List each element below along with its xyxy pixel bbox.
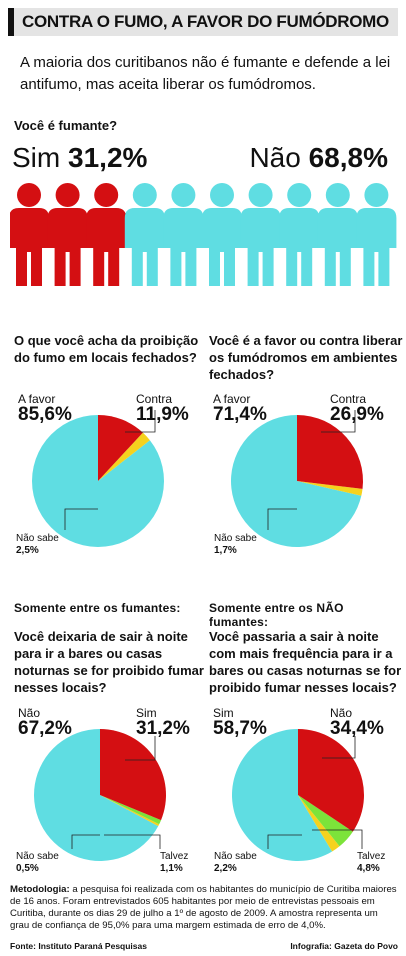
title-bar (8, 8, 398, 36)
pie3-pct-talvez: 1,1% (160, 863, 183, 874)
pie3-slice-talvez (100, 795, 162, 825)
methodology-text: a pesquisa foi realizada com os habitant… (10, 884, 397, 931)
person-nonsmoker-icon (356, 183, 397, 286)
pie2-leader-line (321, 410, 356, 433)
section-label-smokers: Somente entre os fumantes: (14, 601, 181, 615)
smoker-no-label: Não 68,8% (249, 142, 388, 174)
pie4-label-talvez: Talvez (357, 851, 386, 862)
person-nonsmoker-icon (240, 183, 281, 286)
smoker-question: Você é fumante? (14, 118, 118, 133)
pie1-leader-line (64, 508, 98, 530)
pie3-slice-sim (100, 729, 167, 821)
pie1 (32, 410, 165, 547)
pie4 (231, 729, 364, 862)
pie4-label-nao: Não (330, 706, 353, 720)
pie3-label-talvez: Talvez (160, 851, 189, 862)
pie3-question: Você deixaria de sair à noite para ir a … (14, 629, 204, 695)
pie4-pct-nao: 34,4% (330, 718, 384, 739)
person-smoker-icon (47, 183, 88, 286)
pie4-label-naosabe: Não sabe (214, 851, 257, 862)
pie4-pct-talvez: 4,8% (357, 863, 380, 874)
smoker-yes-pct: 31,2% (68, 142, 148, 173)
pie2-slice-não-sabe (297, 481, 363, 496)
pie1-question: O que você acha da proibição do fumo em … (14, 333, 199, 365)
pie2-label-favor: A favor (213, 392, 251, 406)
pie2-pct-favor: 71,4% (213, 404, 267, 425)
pie3-leader-line (125, 736, 156, 761)
smoker-no-text: Não (249, 142, 301, 173)
pie2-leader-line (267, 508, 297, 530)
pie2-pct-naosabe: 1,7% (214, 545, 237, 556)
smoker-yes-label: Sim 31,2% (12, 142, 147, 174)
person-smoker-icon (86, 183, 127, 286)
pie1-slice-não-sabe (98, 432, 150, 481)
methodology-label: Metodologia: (10, 884, 70, 895)
pie4-leader-line (312, 829, 363, 849)
intro-text: A maioria dos curitibanos não é fumante … (20, 54, 391, 93)
person-nonsmoker-icon (202, 183, 242, 286)
pie1-pct-favor: 85,6% (18, 404, 72, 425)
pie4-leader-line (322, 736, 356, 759)
pie2-pct-contra: 26,9% (330, 404, 384, 425)
pie4-leader-line (267, 834, 302, 849)
pie3-leader-line (104, 834, 161, 849)
section-label-nonsmokers: Somente entre os NÃO fumantes: (209, 601, 344, 629)
pie4-slice-não-sabe (298, 795, 340, 852)
pie2-question: Você é a favor ou contra liberar os fumó… (209, 333, 403, 382)
pie4-slice-sim (231, 729, 333, 862)
pie2-slice-a-favor (231, 415, 362, 547)
pie4-question: Você passaria a sair à noite com mais fr… (209, 629, 402, 695)
smoker-no-pct: 68,8% (308, 142, 388, 173)
pie2-slice-contra (297, 415, 363, 489)
pie4-slice-talvez (298, 795, 353, 847)
pie1-leader-line (125, 410, 156, 433)
person-smoker-icon (10, 183, 49, 286)
pie3-label-nao: Não (18, 706, 41, 720)
person-nonsmoker-icon (279, 183, 320, 286)
pie3-pct-sim: 31,2% (136, 718, 190, 739)
pie3-leader-line (71, 834, 100, 849)
pie1-label-contra: Contra (136, 392, 173, 406)
pie3-pct-naosabe: 0,5% (16, 863, 39, 874)
pie2-label-naosabe: Não sabe (214, 533, 257, 544)
pie1-label-naosabe: Não sabe (16, 533, 59, 544)
pie4-pct-naosabe: 2,2% (214, 863, 237, 874)
pie2 (231, 410, 363, 547)
person-nonsmoker-icon (317, 183, 358, 286)
pie1-slice-contra (98, 415, 143, 481)
pie4-pct-sim: 58,7% (213, 718, 267, 739)
smoker-pictogram (10, 183, 397, 286)
pie4-label-sim: Sim (213, 706, 234, 720)
pie3 (34, 729, 167, 862)
pie1-pct-contra: 11,9% (136, 404, 189, 425)
pie1-label-favor: A favor (18, 392, 56, 406)
pie4-slice-não (298, 729, 364, 832)
methodology: Metodologia: a pesquisa foi realizada co… (10, 884, 398, 932)
pie3-pct-nao: 67,2% (18, 718, 72, 739)
credit-text: Infografia: Gazeta do Povo (290, 941, 398, 951)
pie3-label-naosabe: Não sabe (16, 851, 59, 862)
pie1-pct-naosabe: 2,5% (16, 545, 39, 556)
source-text: Fonte: Instituto Paraná Pesquisas (10, 941, 147, 951)
pie3-slice-não (34, 729, 159, 862)
pie3-label-sim: Sim (136, 706, 157, 720)
person-nonsmoker-icon (124, 183, 165, 286)
pie2-label-contra: Contra (330, 392, 367, 406)
pie3-slice-não-sabe (100, 795, 160, 827)
smoker-yes-text: Sim (12, 142, 61, 173)
person-nonsmoker-icon (163, 183, 204, 286)
page-title: CONTRA O FUMO, A FAVOR DO FUMÓDROMO (22, 12, 389, 31)
